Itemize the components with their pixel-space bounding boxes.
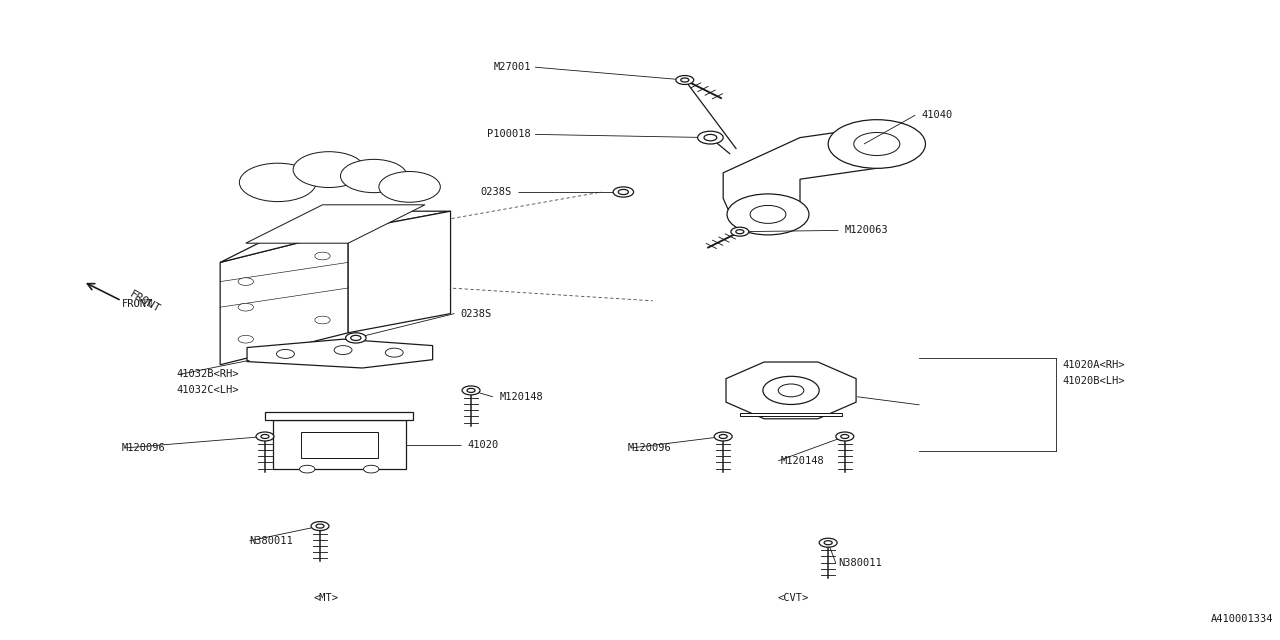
Text: M27001: M27001 — [494, 62, 531, 72]
Circle shape — [379, 172, 440, 202]
Circle shape — [736, 230, 744, 234]
Polygon shape — [265, 412, 413, 420]
Circle shape — [727, 194, 809, 235]
Circle shape — [334, 346, 352, 355]
Circle shape — [676, 76, 694, 84]
Text: 41032C<LH>: 41032C<LH> — [177, 385, 239, 396]
Text: 41020A<RH>: 41020A<RH> — [1062, 360, 1125, 370]
Circle shape — [239, 163, 316, 202]
Circle shape — [841, 435, 849, 438]
Circle shape — [763, 376, 819, 404]
Circle shape — [316, 524, 324, 528]
Circle shape — [613, 187, 634, 197]
Polygon shape — [723, 125, 915, 229]
Circle shape — [704, 134, 717, 141]
Circle shape — [300, 465, 315, 473]
Circle shape — [828, 120, 925, 168]
Circle shape — [750, 205, 786, 223]
Polygon shape — [726, 362, 856, 419]
Polygon shape — [247, 339, 433, 368]
Circle shape — [824, 541, 832, 545]
Circle shape — [238, 303, 253, 311]
Circle shape — [385, 348, 403, 357]
Circle shape — [731, 227, 749, 236]
Circle shape — [340, 159, 407, 193]
Circle shape — [315, 252, 330, 260]
Circle shape — [467, 388, 475, 392]
Circle shape — [238, 278, 253, 285]
Text: FRONT: FRONT — [128, 289, 163, 315]
Polygon shape — [220, 211, 451, 262]
Text: 41032B<RH>: 41032B<RH> — [177, 369, 239, 380]
Text: 41020B<LH>: 41020B<LH> — [1062, 376, 1125, 386]
Circle shape — [256, 432, 274, 441]
Text: N380011: N380011 — [250, 536, 293, 546]
Circle shape — [778, 384, 804, 397]
Text: M120096: M120096 — [122, 443, 165, 453]
Circle shape — [238, 335, 253, 343]
Text: M120063: M120063 — [845, 225, 888, 236]
Circle shape — [714, 432, 732, 441]
Text: <MT>: <MT> — [314, 593, 339, 604]
Circle shape — [618, 189, 628, 195]
Circle shape — [364, 465, 379, 473]
Circle shape — [346, 333, 366, 343]
Circle shape — [351, 335, 361, 340]
Circle shape — [854, 132, 900, 156]
Text: N380011: N380011 — [838, 558, 882, 568]
Text: <CVT>: <CVT> — [778, 593, 809, 604]
Text: FRONT: FRONT — [122, 299, 152, 309]
Text: 0238S: 0238S — [461, 308, 492, 319]
Text: M120148: M120148 — [781, 456, 824, 466]
Text: 41020: 41020 — [467, 440, 498, 450]
Polygon shape — [220, 230, 348, 365]
Circle shape — [315, 316, 330, 324]
Polygon shape — [273, 420, 406, 469]
Text: 0238S: 0238S — [481, 187, 512, 197]
Circle shape — [681, 78, 689, 82]
Text: M120148: M120148 — [499, 392, 543, 402]
Circle shape — [819, 538, 837, 547]
Polygon shape — [301, 432, 378, 458]
Text: A410001334: A410001334 — [1211, 614, 1274, 624]
Polygon shape — [740, 413, 842, 416]
Circle shape — [836, 432, 854, 441]
Circle shape — [293, 152, 365, 188]
Text: 41040: 41040 — [922, 110, 952, 120]
Polygon shape — [246, 205, 425, 243]
Circle shape — [261, 435, 269, 438]
Circle shape — [462, 386, 480, 395]
Circle shape — [719, 435, 727, 438]
Text: P100018: P100018 — [488, 129, 531, 140]
Circle shape — [311, 522, 329, 531]
Text: M120096: M120096 — [627, 443, 671, 453]
Circle shape — [276, 349, 294, 358]
Polygon shape — [348, 211, 451, 333]
Circle shape — [698, 131, 723, 144]
